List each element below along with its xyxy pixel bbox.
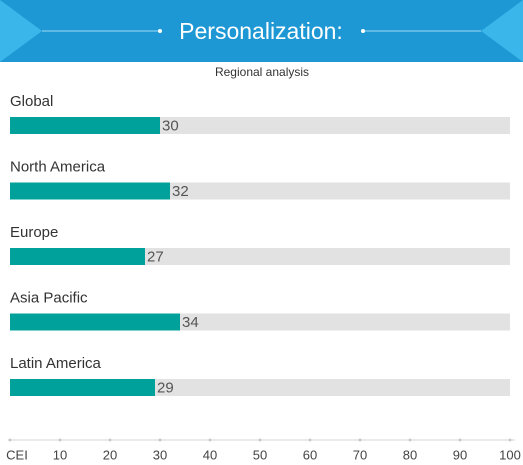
x-tick-mark <box>258 438 262 442</box>
chart-title: Personalization: <box>179 18 343 44</box>
x-tick-label: CEI <box>6 447 28 462</box>
x-tick-mark <box>8 438 12 442</box>
x-tick-mark <box>458 438 462 442</box>
x-tick-label: 100 <box>499 447 521 462</box>
x-tick-mark <box>508 438 512 442</box>
category-label: North America <box>10 158 106 175</box>
x-tick-mark <box>58 438 62 442</box>
value-label: 27 <box>147 248 164 265</box>
header-banner <box>0 0 523 62</box>
x-tick-label: 90 <box>453 447 467 462</box>
bar <box>10 182 170 200</box>
x-tick-label: 50 <box>253 447 267 462</box>
x-tick-mark <box>108 438 112 442</box>
x-tick-mark <box>158 438 162 442</box>
x-tick-mark <box>208 438 212 442</box>
bar <box>10 248 145 265</box>
x-tick-label: 80 <box>403 447 417 462</box>
x-tick-mark <box>308 438 312 442</box>
value-label: 30 <box>162 117 179 134</box>
value-label: 32 <box>172 183 189 200</box>
bar <box>10 313 180 331</box>
x-tick-label: 70 <box>353 447 367 462</box>
x-tick-mark <box>408 438 412 442</box>
value-label: 29 <box>157 379 174 396</box>
x-tick-label: 40 <box>203 447 217 462</box>
x-tick-label: 10 <box>53 447 67 462</box>
category-label: Latin America <box>10 355 102 372</box>
banner-dot <box>361 29 365 33</box>
category-label: Asia Pacific <box>10 289 88 306</box>
banner-dot <box>158 29 162 33</box>
x-tick-label: 30 <box>153 447 167 462</box>
banner-left-arrow <box>0 0 42 62</box>
x-tick-label: 20 <box>103 447 117 462</box>
bar <box>10 379 155 396</box>
banner-right-arrow <box>481 0 523 62</box>
chart-subtitle: Regional analysis <box>215 65 309 79</box>
x-tick-mark <box>358 438 362 442</box>
value-label: 34 <box>182 314 199 331</box>
category-label: Europe <box>10 224 58 241</box>
x-tick-label: 60 <box>303 447 317 462</box>
bar <box>10 117 160 134</box>
category-label: Global <box>10 93 53 110</box>
